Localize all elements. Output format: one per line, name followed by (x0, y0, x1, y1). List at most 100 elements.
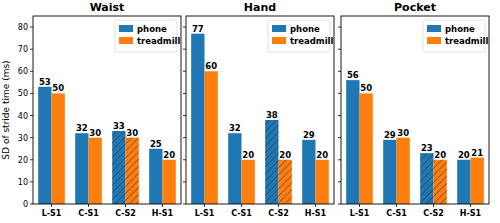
y-tick-label: 50 (18, 89, 28, 98)
y-tick (338, 181, 341, 182)
y-tick (338, 49, 341, 50)
bar-hatch (434, 160, 447, 204)
x-tick-label: C-S1 (231, 209, 252, 218)
data-label: 50 (360, 83, 372, 93)
panel: Pocket5650293023202021L-S1C-S1C-S2H-S1ph… (338, 1, 489, 218)
bar-hatch (279, 160, 292, 204)
bar-hatch (420, 153, 433, 204)
data-labels: 5650293023202021 (347, 70, 483, 160)
y-tick (338, 137, 341, 138)
y-tick (338, 27, 341, 28)
data-label: 20 (458, 150, 470, 160)
data-label: 30 (89, 128, 101, 138)
legend-swatch (427, 37, 441, 44)
plot-frame (33, 16, 181, 204)
plot-frame (186, 16, 334, 204)
y-tick (338, 115, 341, 116)
bar (383, 140, 396, 204)
x-tick-label: L-S1 (350, 209, 370, 218)
bar (191, 34, 204, 204)
bar (126, 138, 139, 204)
bar (38, 87, 51, 204)
y-tick (338, 159, 341, 160)
data-label: 30 (397, 128, 409, 138)
data-label: 20 (242, 150, 254, 160)
x-tick-label: C-S2 (115, 209, 136, 218)
bar (279, 160, 292, 204)
bars (191, 34, 329, 204)
data-label: 20 (163, 150, 175, 160)
bar (346, 80, 359, 204)
legend-swatch (272, 25, 286, 32)
data-label: 77 (192, 24, 204, 34)
data-label: 60 (205, 61, 217, 71)
data-label: 29 (303, 130, 315, 140)
legend-label: treadmill (290, 36, 334, 46)
legend: phone treadmill (268, 20, 334, 52)
data-label: 21 (471, 148, 483, 158)
bar (163, 160, 176, 204)
bar (360, 93, 373, 204)
data-labels: 5350323033302520 (39, 77, 175, 160)
y-axis-label: SD of stride time (ms) (1, 60, 11, 159)
y-tick (338, 204, 341, 205)
legend-swatch (272, 37, 286, 44)
bar (205, 71, 218, 204)
bar (52, 93, 65, 204)
data-label: 20 (316, 150, 328, 160)
legend-swatch (427, 25, 441, 32)
data-label: 23 (421, 143, 433, 153)
data-label: 38 (266, 110, 278, 120)
y-tick (338, 71, 341, 72)
data-label: 32 (76, 123, 88, 133)
data-label: 20 (434, 150, 446, 160)
bar (149, 149, 162, 204)
data-label: 32 (229, 123, 241, 133)
x-tick-label: H-S1 (305, 209, 327, 218)
bar-hatch (126, 138, 139, 204)
bar (302, 140, 315, 204)
x-tick-label: C-S2 (423, 209, 444, 218)
data-label: 20 (279, 150, 291, 160)
y-tick-label: 0 (23, 200, 28, 209)
legend-swatch (119, 25, 133, 32)
x-tick-label: C-S1 (78, 209, 99, 218)
data-label: 50 (52, 83, 64, 93)
legend: phonetreadmill (115, 20, 181, 52)
y-tick-label: 60 (18, 67, 28, 76)
panel: Hand7760322038202920L-S1C-S1C-S2H-S1phon… (183, 1, 334, 218)
panel: WaistSD of stride time (ms)0102030405060… (1, 1, 181, 218)
y-tick-label: 70 (18, 45, 28, 54)
data-label: 33 (113, 121, 125, 131)
legend-label: phone (290, 24, 320, 34)
bar (242, 160, 255, 204)
bar (471, 158, 484, 204)
bar (112, 131, 125, 204)
panel-title: Hand (244, 1, 276, 14)
bar (89, 138, 102, 204)
bar (457, 160, 470, 204)
bar (316, 160, 329, 204)
bar (265, 120, 278, 204)
legend-swatch (119, 37, 133, 44)
x-tick-label: H-S1 (460, 209, 482, 218)
bar (420, 153, 433, 204)
legend-label: phone (445, 24, 475, 34)
data-label: 25 (150, 139, 162, 149)
plot-frame (341, 16, 489, 204)
bar (228, 133, 241, 204)
y-tick-label: 10 (18, 178, 28, 187)
bars (38, 87, 176, 204)
x-tick-label: C-S1 (386, 209, 407, 218)
panel-title: Waist (90, 1, 125, 14)
y-tick-label: 20 (18, 156, 28, 165)
legend-label: treadmill (445, 36, 489, 46)
bar-hatch (112, 131, 125, 204)
x-tick-label: C-S2 (268, 209, 289, 218)
y-tick (338, 93, 341, 94)
bar-hatch (265, 120, 278, 204)
y-tick-label: 30 (18, 134, 28, 143)
bar (75, 133, 88, 204)
bar (397, 138, 410, 204)
data-label: 56 (347, 70, 359, 80)
